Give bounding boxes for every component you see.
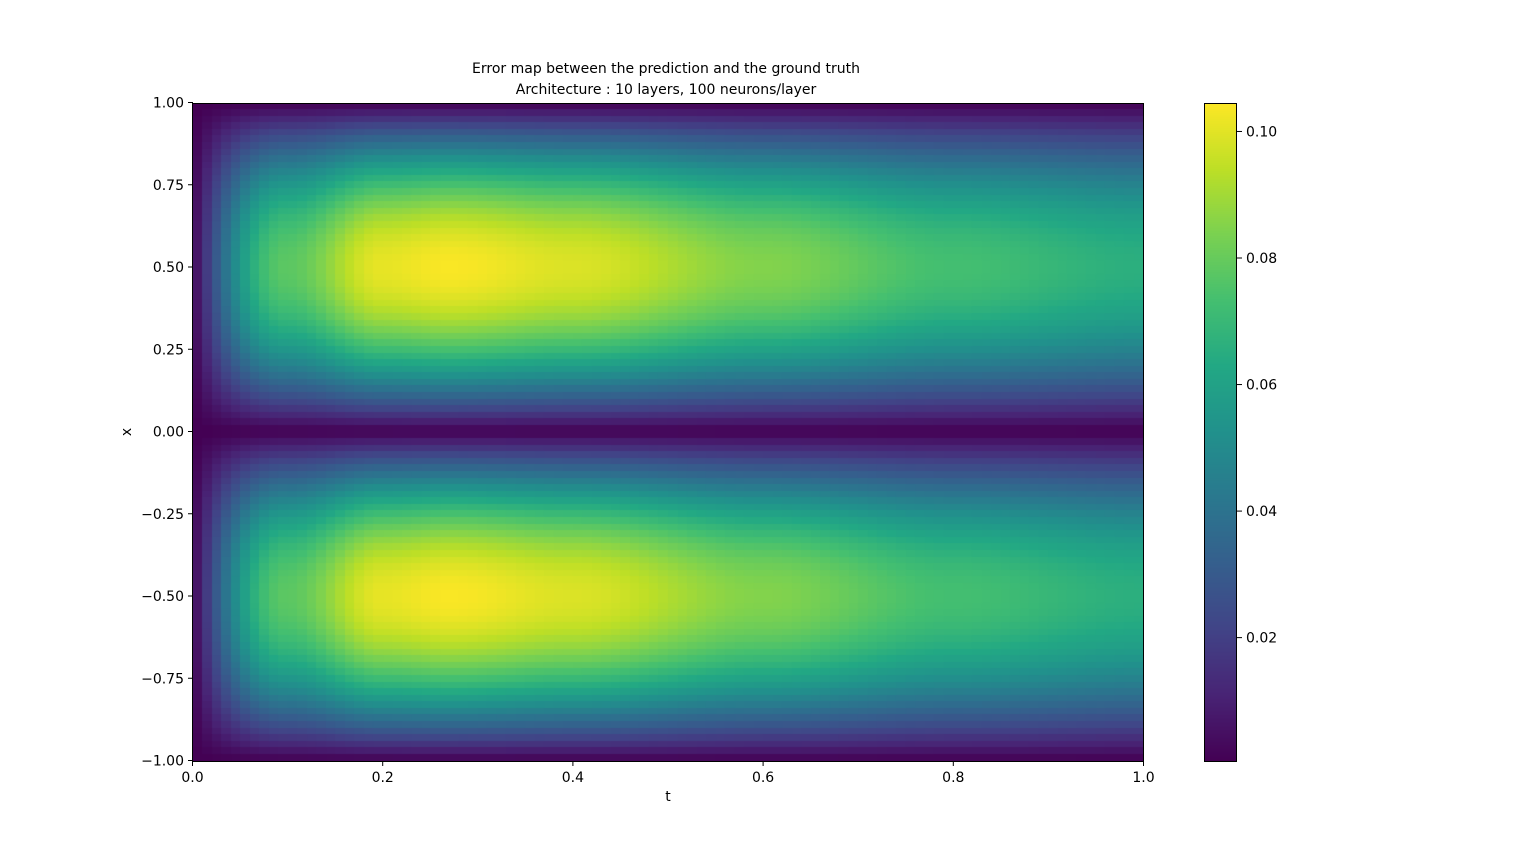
y-tick-label: 1.00 — [153, 96, 184, 112]
plot-frame — [192, 103, 1144, 762]
x-tick-label: 0.8 — [942, 770, 964, 786]
y-tick-label: 0.50 — [153, 260, 184, 276]
heatmap-image — [193, 103, 1144, 761]
y-tick-label: 0.25 — [153, 342, 184, 358]
colorbar-tick-label: 0.10 — [1246, 124, 1277, 140]
colorbar-frame — [1204, 103, 1237, 762]
x-axis-ticks: 0.0 0.2 0.4 0.6 0.8 1.0 — [181, 761, 1155, 786]
y-tick-label: −1.00 — [141, 754, 184, 770]
chart-title-line2: Architecture : 10 layers, 100 neurons/la… — [516, 82, 817, 98]
colorbar-ticks: 0.02 0.04 0.06 0.08 0.10 — [1237, 124, 1277, 647]
chart-title-line1: Error map between the prediction and the… — [472, 61, 860, 77]
x-tick-label: 0.6 — [752, 770, 774, 786]
y-tick-label: −0.25 — [141, 507, 184, 523]
x-tick-label: 0.2 — [372, 770, 394, 786]
y-tick-label: 0.00 — [153, 425, 184, 441]
x-tick-label: 1.0 — [1132, 770, 1154, 786]
y-axis-ticks: 1.00 0.75 0.50 0.25 0.00 −0.25 −0.50 −0.75 −1.00 — [141, 96, 193, 770]
colorbar-tick-label: 0.04 — [1246, 504, 1277, 520]
y-tick-label: −0.75 — [141, 671, 184, 687]
colorbar-tick-label: 0.02 — [1246, 631, 1277, 647]
colorbar-gradient — [1205, 103, 1237, 761]
colorbar-tick-label: 0.08 — [1246, 251, 1277, 267]
x-tick-label: 0.4 — [562, 770, 584, 786]
y-axis-label: x — [119, 428, 135, 436]
x-axis-label: t — [665, 789, 671, 805]
x-tick-label: 0.0 — [181, 770, 203, 786]
colorbar-tick-label: 0.06 — [1246, 378, 1277, 394]
y-tick-label: 0.75 — [153, 178, 184, 194]
y-tick-label: −0.50 — [141, 589, 184, 605]
